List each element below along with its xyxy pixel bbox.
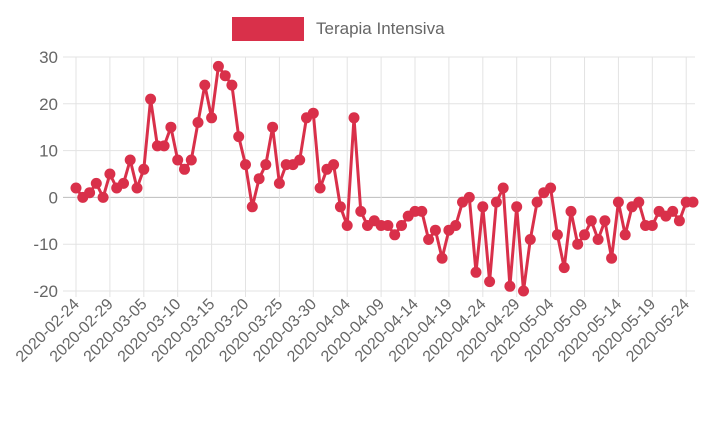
data-point[interactable] [253, 173, 265, 185]
series-terapia-intensiva [70, 60, 699, 297]
data-point[interactable] [389, 229, 401, 241]
data-point[interactable] [341, 220, 353, 231]
data-point[interactable] [355, 205, 367, 217]
data-point[interactable] [565, 205, 577, 217]
data-point[interactable] [307, 107, 319, 119]
data-point[interactable] [273, 177, 285, 189]
data-point[interactable] [348, 112, 360, 124]
data-point[interactable] [185, 154, 197, 166]
data-point[interactable] [219, 70, 231, 82]
data-point[interactable] [97, 191, 109, 203]
data-point[interactable] [497, 182, 509, 194]
data-point[interactable] [423, 234, 435, 245]
data-point[interactable] [294, 154, 306, 166]
y-tick-label: 30 [39, 48, 58, 67]
data-point[interactable] [199, 79, 211, 91]
data-point[interactable] [179, 163, 190, 175]
data-point[interactable] [226, 79, 238, 91]
data-point[interactable] [172, 154, 184, 166]
data-point[interactable] [84, 187, 96, 199]
data-point[interactable] [70, 182, 82, 194]
data-point[interactable] [511, 201, 523, 213]
legend-label[interactable]: Terapia Intensiva [316, 19, 445, 38]
data-point[interactable] [165, 121, 177, 133]
data-point[interactable] [138, 163, 150, 175]
data-point[interactable] [267, 121, 279, 133]
data-point[interactable] [477, 201, 489, 213]
data-point[interactable] [606, 252, 618, 264]
data-point[interactable] [192, 117, 204, 128]
legend[interactable]: Terapia Intensiva [232, 17, 445, 41]
data-point[interactable] [673, 215, 685, 227]
data-point[interactable] [450, 220, 462, 231]
data-point[interactable] [382, 220, 394, 231]
data-point[interactable] [646, 220, 658, 231]
data-point[interactable] [667, 205, 679, 217]
data-point[interactable] [490, 196, 502, 208]
data-point[interactable] [436, 252, 448, 264]
data-point[interactable] [687, 196, 699, 208]
data-point[interactable] [551, 229, 563, 241]
legend-swatch[interactable] [232, 17, 304, 41]
data-point[interactable] [240, 159, 251, 171]
data-point[interactable] [612, 196, 624, 208]
data-point[interactable] [592, 234, 604, 245]
axes: -20-1001020302020-02-242020-02-292020-03… [13, 48, 693, 366]
data-point[interactable] [260, 159, 272, 171]
data-point[interactable] [484, 276, 496, 288]
data-point[interactable] [416, 205, 428, 217]
data-point[interactable] [314, 182, 326, 194]
grid [63, 56, 695, 297]
y-tick-label: -10 [33, 235, 58, 254]
data-point[interactable] [429, 224, 441, 236]
data-point[interactable] [233, 131, 245, 143]
data-point[interactable] [558, 262, 570, 274]
data-point[interactable] [619, 229, 631, 241]
data-point[interactable] [104, 168, 116, 180]
data-point[interactable] [206, 112, 218, 124]
data-point[interactable] [90, 177, 102, 189]
data-point[interactable] [118, 177, 129, 189]
data-point[interactable] [572, 238, 584, 250]
data-point[interactable] [145, 93, 157, 105]
data-point[interactable] [524, 234, 536, 245]
data-point[interactable] [246, 201, 258, 213]
data-point[interactable] [158, 140, 170, 152]
data-point[interactable] [124, 154, 136, 166]
data-point[interactable] [463, 191, 475, 203]
series-line [74, 64, 693, 293]
y-tick-label: -20 [33, 282, 58, 301]
data-point[interactable] [585, 215, 597, 227]
data-point[interactable] [334, 201, 346, 213]
data-point[interactable] [599, 215, 611, 227]
data-point[interactable] [212, 60, 224, 72]
data-point[interactable] [518, 285, 529, 297]
data-point[interactable] [531, 196, 543, 208]
y-tick-label: 10 [39, 142, 58, 161]
data-point[interactable] [396, 220, 407, 231]
y-tick-label: 20 [39, 95, 58, 114]
data-point[interactable] [504, 280, 516, 292]
data-point[interactable] [545, 182, 557, 194]
data-point[interactable] [470, 266, 482, 278]
data-point[interactable] [328, 159, 340, 171]
data-point[interactable] [633, 196, 645, 208]
data-point[interactable] [131, 182, 143, 194]
y-tick-label: 0 [49, 188, 58, 207]
data-point[interactable] [579, 229, 590, 241]
